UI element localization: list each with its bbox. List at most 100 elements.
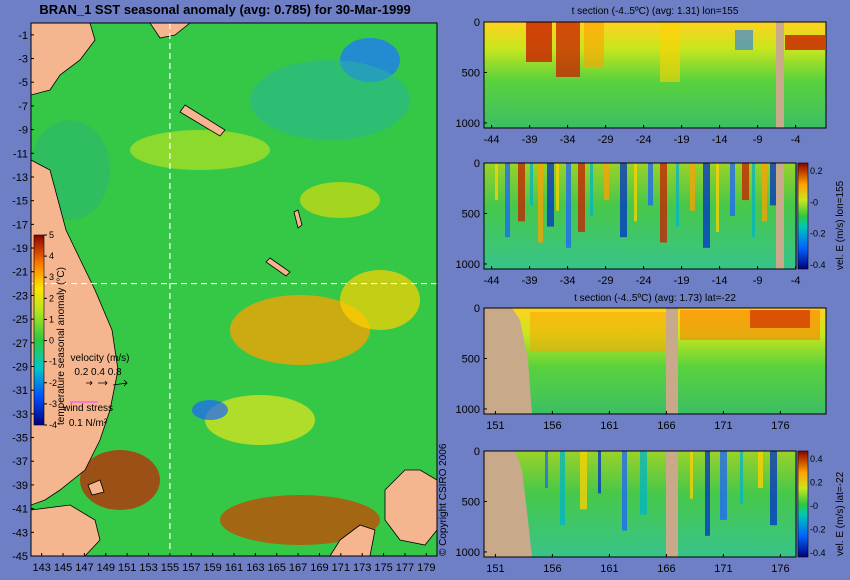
velocity-band [545,451,548,489]
map-y-tick-label: -45 [12,551,28,563]
map-y-tick-label: -33 [12,409,28,421]
map-y-tick-label: -13 [12,172,28,184]
velocity-colorbar-tick-label: -0 [810,197,818,207]
velocity-colorbar [797,450,809,558]
section2-side-label: vel. E (m/s) lon=155 [835,180,846,270]
velocity-band [634,163,637,222]
new-zealand-land [384,469,437,546]
velocity-colorbar-tick-label: -0 [810,501,818,511]
wind-legend-scale: 0.1 N/m² [69,418,108,429]
section-x-tick-label: -4 [791,134,801,146]
warm-anomaly-patch [205,395,315,445]
section-x-tick-label: 151 [486,563,504,575]
warm-anomaly-patch [80,450,160,510]
colorbar-tick-label: -2 [49,378,57,388]
section-x-tick-label: 156 [543,420,561,432]
section4-side-label: vel. E (m/s) lat=-22 [835,471,846,556]
section-x-tick-label: -9 [753,134,763,146]
section-x-tick-label: -39 [522,275,538,287]
sst-anomaly-field [31,23,437,556]
section-land [666,308,678,414]
map-y-tick-label: -23 [12,290,28,302]
section2-x-axis: -44 -39 -34 -29 -24 -19 -14 -9 -4 [484,266,801,287]
section2-colorbar-ticks: 0.2 -0 -0.2 -0.4 [810,166,826,270]
section3-frame [483,307,827,415]
velocity-band [590,163,593,216]
section-x-tick-label: -44 [484,275,500,287]
velocity-colorbar [797,162,809,270]
map-y-tick-label: -27 [12,338,28,350]
velocity-legend-scale: 0.2 0.4 0.8 [74,367,122,378]
map-y-tick-label: -5 [18,77,28,89]
section-x-tick-label: 166 [657,420,675,432]
velocity-band [742,163,749,201]
section3-title: t section (-4..5ºC) (avg: 1.73) lat=-22 [574,293,736,304]
velocity-band [762,163,767,222]
cool-anomaly-patch [192,400,228,420]
section-y-tick-label: 0 [474,158,480,170]
colorbar-tick-label: 1 [49,314,54,324]
velocity-band [752,163,755,238]
section-x-tick-label: -29 [598,275,614,287]
section-x-tick-label: 161 [600,420,618,432]
velocity-band [640,451,647,515]
colorbar-tick-label: -3 [49,399,57,409]
warm-anomaly-patch [750,310,810,328]
velocity-band [770,163,777,206]
section-x-tick-label: 176 [771,420,789,432]
map-y-tick-label: -21 [12,267,28,279]
cool-anomaly-patch [735,30,753,50]
warm-anomaly-patch [526,22,552,62]
section1-field [484,22,826,128]
section4-x-axis: 151 156 161 166 171 176 [486,554,790,575]
map-y-tick-label: -25 [12,314,28,326]
vanuatu-land [293,209,303,229]
section3-field [484,308,826,414]
section-x-tick-label: -19 [674,275,690,287]
velocity-band [495,163,498,201]
map-y-tick-label: -11 [13,148,28,160]
map-x-tick-label: 175 [374,562,392,574]
section-y-tick-label: 500 [462,67,480,79]
section-y-tick-label: 1000 [456,259,480,271]
velocity-colorbar-tick-label: 0.4 [810,454,823,464]
map-y-tick-label: -7 [18,101,28,113]
map-y-tick-label: -31 [12,385,28,397]
warm-anomaly-patch [660,22,680,82]
island-land [87,479,105,496]
section-x-tick-label: -24 [636,134,652,146]
section-y-tick-label: 500 [462,353,480,365]
map-x-tick-label: 143 [33,562,51,574]
map-x-tick-label: 163 [246,562,264,574]
warm-anomaly-patch [584,22,604,67]
velocity-legend-arrows [86,379,128,387]
velocity-band [705,451,710,536]
map-y-tick-label: -1 [18,30,28,42]
colorbar-label: temperature seasonal anomaly (°C) [56,267,67,425]
velocity-band [560,451,565,526]
colorbar-tick-label: 3 [49,272,54,282]
map-x-tick-label: 151 [118,562,136,574]
section1-title: t section (-4..5ºC) (avg: 1.31) lon=155 [572,6,739,17]
map-y-tick-label: -9 [18,125,28,137]
section4-field [484,451,796,557]
island-land [149,23,191,39]
section-x-tick-label: -4 [791,275,801,287]
map-title: BRAN_1 SST seasonal anomaly (avg: 0.785)… [39,2,410,17]
section1-y-axis: 0 500 1000 [456,17,487,130]
map-y-tick-label: -39 [12,480,28,492]
cool-anomaly-patch [250,60,410,140]
velocity-colorbar-tick-label: -0.4 [810,260,826,270]
australia-land [31,159,119,506]
map-x-tick-label: 167 [289,562,307,574]
section-land [666,451,678,557]
colorbar-tick-label: -4 [49,420,57,430]
map-y-tick-label: -15 [12,196,28,208]
map-x-tick-label: 149 [97,562,115,574]
section-x-tick-label: 161 [600,563,618,575]
velocity-band [547,163,554,227]
warm-anomaly-patch [530,312,670,352]
section-y-tick-label: 500 [462,208,480,220]
map-x-tick-label: 177 [396,562,414,574]
velocity-band [538,163,543,243]
